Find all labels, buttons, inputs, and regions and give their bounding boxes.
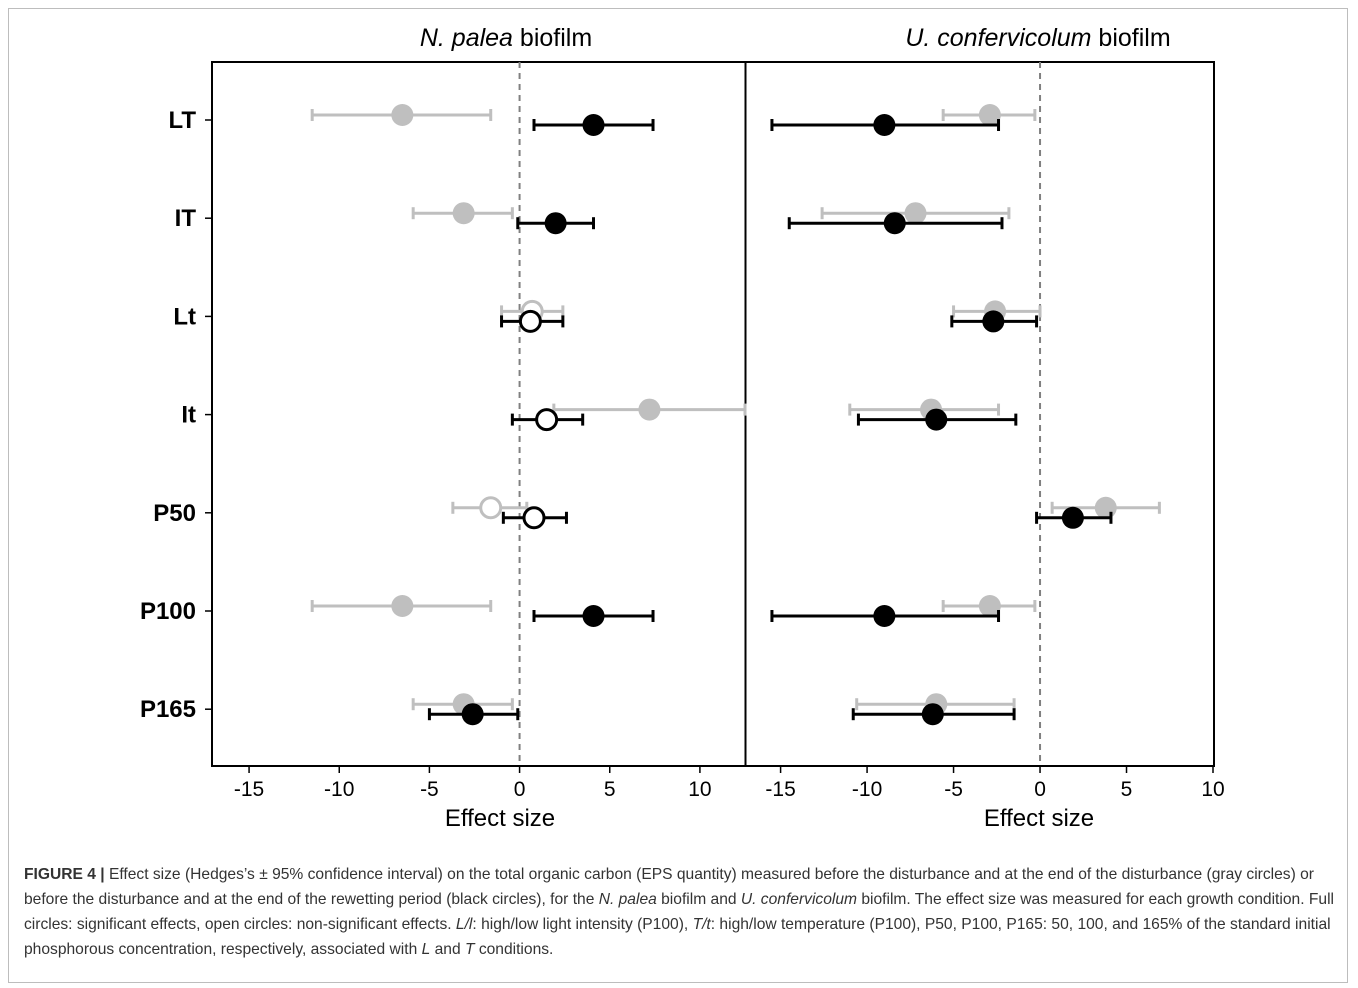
data-point: [582, 605, 605, 627]
data-point: [982, 310, 1005, 333]
caption-species-2: U. confervicolum: [740, 891, 857, 908]
x-tick-label: 5: [604, 778, 616, 801]
caption-text: conditions.: [474, 941, 554, 958]
figure-frame: [8, 8, 1348, 983]
data-point: [1094, 496, 1117, 519]
data-point: [544, 212, 567, 235]
x-tick-label: -5: [420, 778, 439, 801]
figure-caption: FIGURE 4 | Effect size (Hedges’s ± 95% c…: [24, 862, 1334, 962]
x-tick-label: 0: [1034, 778, 1046, 801]
x-tick-label: 10: [688, 778, 711, 801]
plot-area-border: [211, 61, 1215, 767]
data-point: [904, 202, 927, 225]
data-point: [452, 202, 475, 225]
caption-temperature-symbol: T/t: [692, 916, 711, 933]
x-axis-label-left: Effect size: [445, 805, 555, 832]
y-tick-label: Lt: [173, 303, 196, 330]
data-point: [925, 408, 948, 431]
data-point: [883, 212, 906, 235]
caption-light-symbol: L/l: [455, 916, 473, 933]
data-point: [873, 114, 896, 136]
data-point: [921, 703, 944, 726]
caption-text: biofilm and: [656, 891, 741, 908]
y-tick-label: LT: [168, 107, 196, 134]
panel-title-u-confervicolum: U. confervicolum biofilm: [905, 24, 1170, 52]
x-tick-label: 0: [514, 778, 526, 801]
y-tick-label: P50: [153, 500, 196, 527]
effect-size-chart: N. palea biofilm U. confervicolum biofil…: [140, 24, 1225, 832]
data-point: [1061, 506, 1084, 529]
x-tick-label: -10: [852, 778, 882, 801]
caption-text: : high/low temperature (P100), P50, P100…: [24, 916, 1331, 958]
x-tick-label: -5: [944, 778, 963, 801]
x-axis-label-right: Effect size: [984, 805, 1094, 832]
data-point: [479, 496, 503, 520]
y-tick-label: P100: [140, 598, 196, 625]
caption-text: : high/low light intensity (P100),: [472, 916, 693, 933]
data-point: [518, 309, 542, 333]
data-point: [978, 104, 1001, 126]
data-point: [522, 506, 546, 530]
data-point: [535, 408, 559, 432]
caption-label: FIGURE 4 |: [24, 866, 105, 883]
x-tick-label: 10: [1201, 778, 1224, 801]
caption-text: and: [430, 941, 465, 958]
caption-text: Effect size (Hedges’s ± 95% confidence i…: [24, 866, 1314, 908]
x-tick-label: 5: [1121, 778, 1133, 801]
data-point: [391, 104, 414, 126]
y-tick-label: It: [181, 402, 196, 429]
data-point: [978, 595, 1001, 617]
x-tick-label: -15: [234, 778, 264, 801]
caption-text: biofilm. The effect size was measured fo…: [24, 891, 1334, 933]
x-tick-label: -10: [324, 778, 354, 801]
x-tick-label: -15: [765, 778, 795, 801]
caption-t-symbol: T: [464, 941, 475, 958]
y-tick-label: P165: [140, 696, 196, 723]
data-point: [638, 398, 661, 421]
panel-title-n-palea: N. palea biofilm: [420, 24, 592, 52]
data-point: [391, 595, 414, 617]
data-point: [461, 703, 484, 726]
data-point: [582, 114, 605, 136]
data-point: [873, 605, 896, 627]
caption-species-1: N. palea: [598, 891, 657, 908]
y-tick-label: IT: [175, 205, 197, 232]
caption-l-symbol: L: [421, 941, 431, 958]
